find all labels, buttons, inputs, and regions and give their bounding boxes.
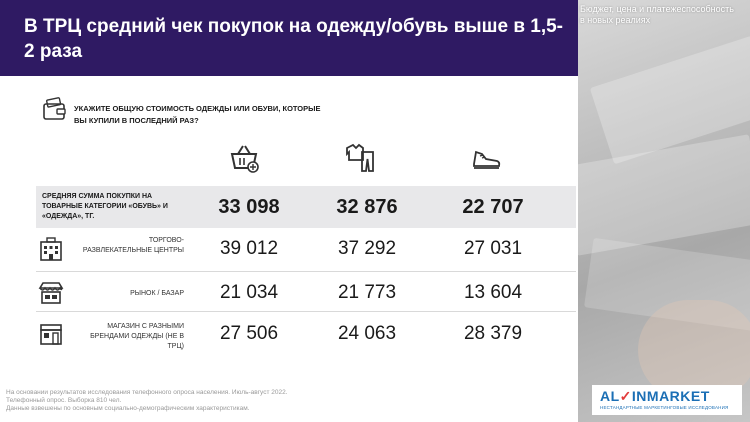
shopping-basket-icon [230,145,259,173]
title-banner: В ТРЦ средний чек покупок на одежду/обув… [0,0,578,76]
market-value-basket: 21 034 [219,282,279,303]
row-divider [36,311,576,312]
average-row-label: Средняя сумма покупки на товарные катего… [42,193,168,220]
mall-value-basket: 39 012 [219,238,279,259]
store-row-label: Магазин с разными брендами одежды (не в … [90,323,184,350]
row-divider [36,271,576,272]
average-value-basket: 33 098 [218,196,280,218]
wallet-icon [43,97,66,120]
average-value-clothes: 32 876 [336,196,398,218]
market-stall-icon [38,282,64,304]
mall-value-clothes: 37 292 [337,238,397,259]
footnote-line: Данные взвешены по основным социально-де… [6,405,250,412]
logo-tagline: НЕСТАНДАРТНЫЕ МАРКЕТИНГОВЫЕ ИССЛЕДОВАНИЯ [600,405,729,410]
page-title: В ТРЦ средний чек покупок на одежду/обув… [24,16,564,62]
logo-part-market: INMARKET [631,388,710,404]
logo-part-al: AL [600,388,620,404]
clothes-icon [346,143,374,172]
photo-caption: Бюджет, цена и платежеспособность в новы… [580,4,734,25]
store-value-basket: 27 506 [219,323,279,344]
average-value-shoes: 22 707 [462,196,524,218]
mall-building-icon [40,237,62,261]
mall-row-label: Торгово-развлекательные центры [82,237,184,254]
banknotes-photo [578,0,750,422]
sneaker-icon [473,150,501,169]
footnote-line: Телефонный опрос. Выборка 810 чел. [6,397,122,404]
store-value-clothes: 24 063 [337,323,397,344]
mall-value-shoes: 27 031 [463,238,523,259]
store-value-shoes: 28 379 [463,323,523,344]
market-value-clothes: 21 773 [337,282,397,303]
survey-question: Укажите общую стоимость одежды или обуви… [74,104,321,125]
footnote-line: На основании результатов исследования те… [6,389,288,396]
footnote: На основании результатов исследования те… [6,389,406,413]
market-row-label: Рынок / Базар [130,290,184,297]
store-icon [40,324,62,345]
average-row-band [36,186,576,228]
alinmarket-logo: AL✓INMARKET НЕСТАНДАРТНЫЕ МАРКЕТИНГОВЫЕ … [592,385,742,415]
market-value-shoes: 13 604 [463,282,523,303]
